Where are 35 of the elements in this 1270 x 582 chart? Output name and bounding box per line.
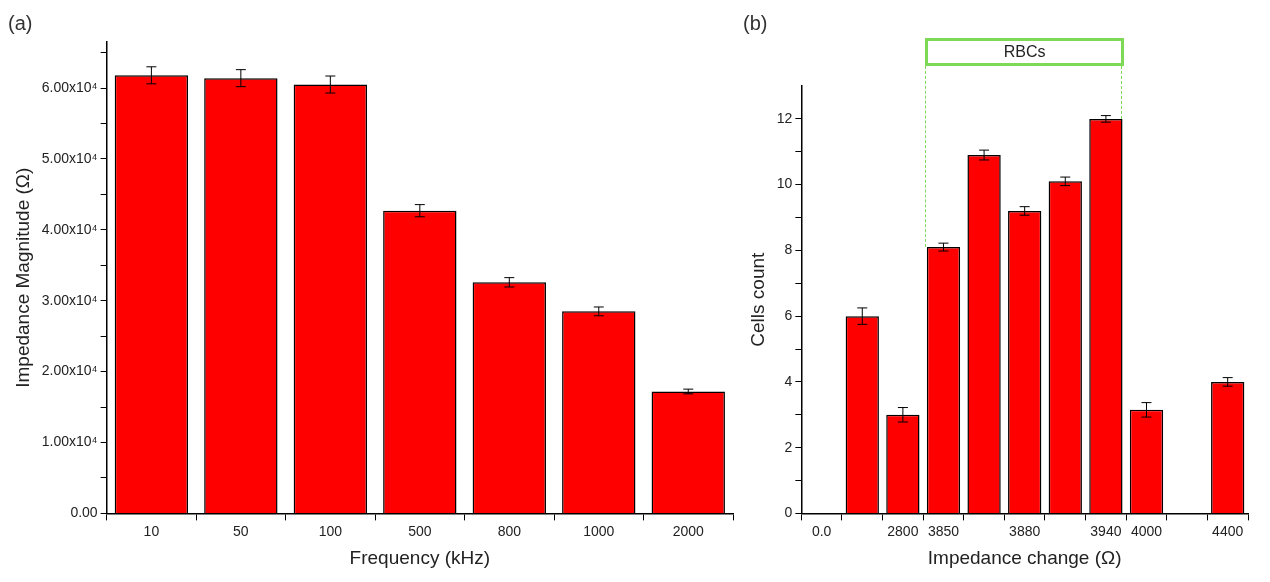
y-tick-label: 4.00x10⁴: [41, 220, 98, 237]
x-tick-label: 10: [143, 522, 160, 539]
x-tick-label: 4400: [1212, 522, 1244, 539]
chart-title: (b): [743, 11, 768, 34]
x-axis-title: Frequency (kHz): [349, 546, 491, 568]
y-tick-label: 6: [784, 307, 793, 323]
y-tick-label: 12: [776, 109, 793, 126]
y-tick-label: 6.00x10⁴: [41, 78, 98, 95]
x-tick-label: 2800: [887, 522, 919, 539]
x-tick-label: 4000: [1130, 522, 1163, 539]
y-tick-label: 4: [784, 372, 793, 389]
x-tick-label: 2000: [672, 522, 705, 539]
y-tick-label: 0.00: [70, 504, 98, 521]
y-tick-label: 2.00x10⁴: [41, 362, 98, 379]
x-axis-title: Impedance change (Ω): [927, 546, 1122, 568]
y-tick-label: 1.00x10⁴: [41, 433, 98, 450]
y-tick-label: 10: [776, 175, 793, 192]
x-tick-label: 100: [318, 522, 343, 539]
x-tick-label: 3940: [1090, 522, 1122, 539]
y-tick-label: 3.00x10⁴: [41, 291, 98, 308]
y-tick-label: 8: [784, 241, 793, 258]
bracket: RBCs: [925, 38, 1125, 248]
x-tick-label: 0.0: [811, 522, 832, 539]
chart-title: (a): [8, 11, 33, 34]
x-tick-label: 3850: [927, 522, 960, 539]
y-tick-label: 0: [784, 504, 793, 521]
y-tick-label: 5.00x10⁴: [41, 149, 98, 166]
x-tick-label: 800: [497, 522, 522, 539]
y-tick-label: 2: [784, 438, 793, 455]
x-tick-label: 500: [408, 522, 432, 539]
x-tick-label: 1000: [583, 522, 615, 539]
x-tick-label: 3880: [1009, 522, 1041, 539]
y-axis-title: Impedance Magnitude (Ω): [11, 167, 33, 388]
y-axis-title: Cells count: [746, 251, 768, 347]
x-tick-label: 50: [233, 522, 249, 539]
